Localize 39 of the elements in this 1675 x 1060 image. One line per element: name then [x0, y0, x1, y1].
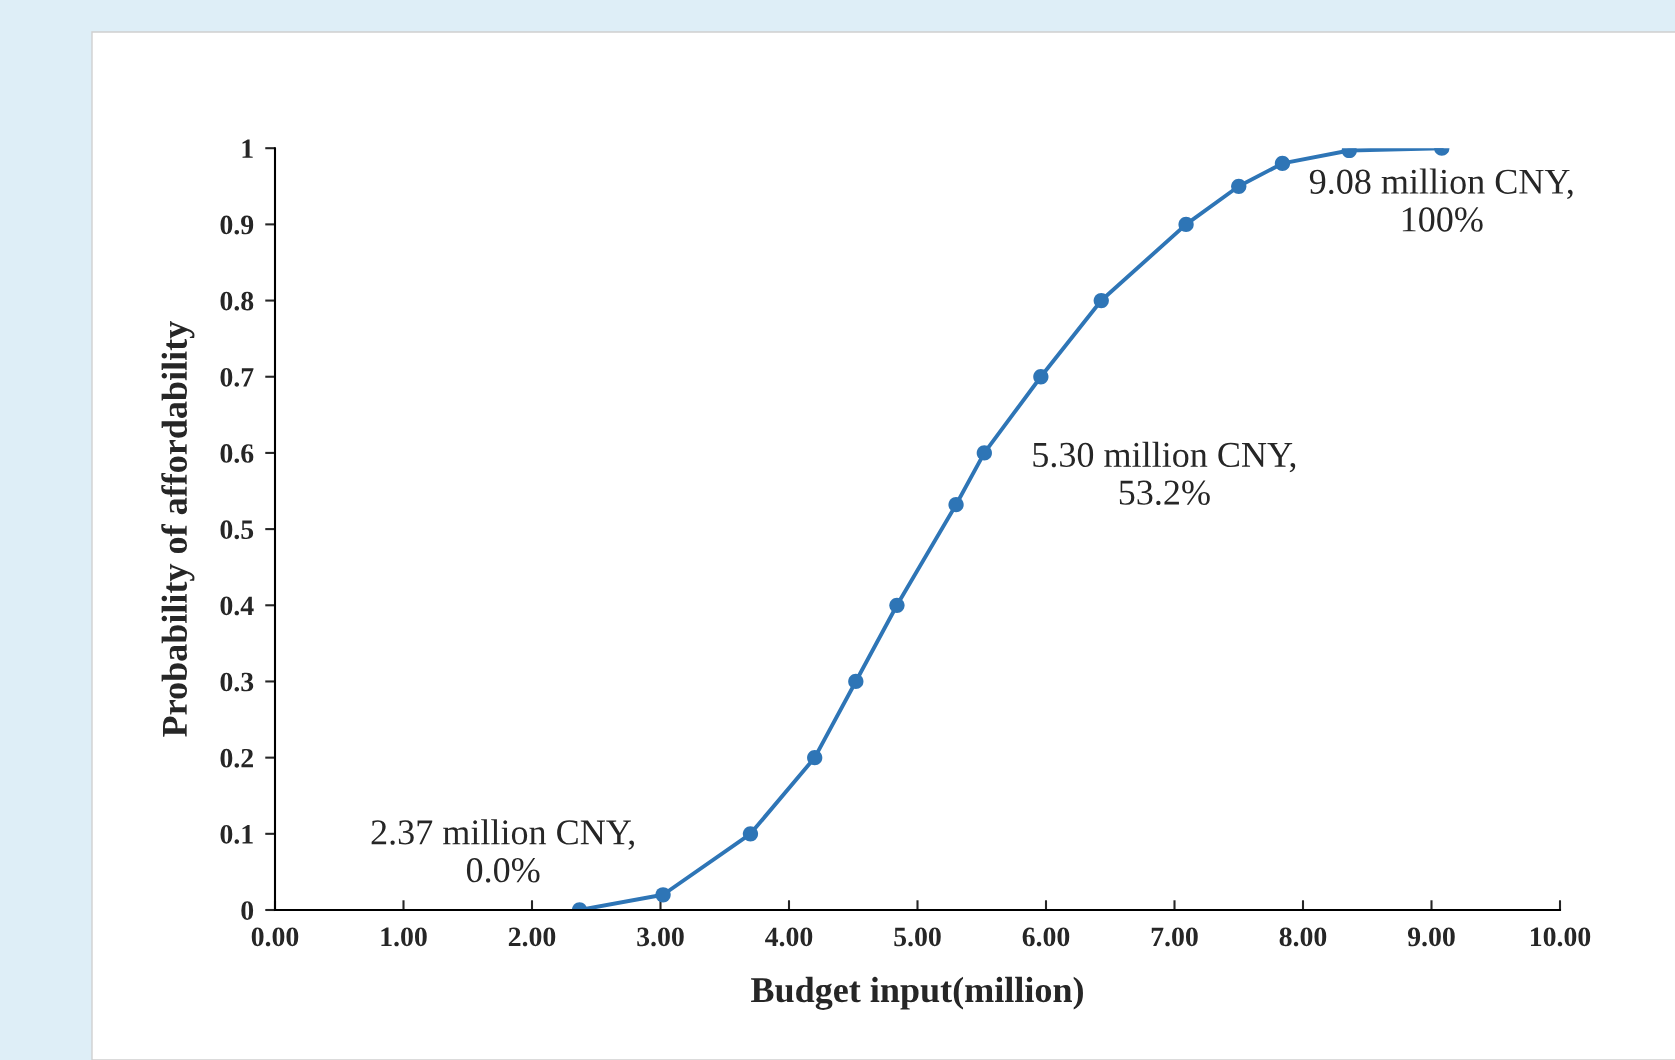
y-tick-label: 0.9	[220, 215, 254, 235]
y-tick-label: 0.2	[220, 748, 253, 768]
x-tick-label: 5.00	[894, 927, 941, 947]
point	[889, 597, 905, 613]
point	[1093, 292, 1109, 309]
point	[948, 497, 964, 513]
x-tick-label: 7.00	[1151, 927, 1198, 947]
y-tick-label: 0.3	[220, 672, 254, 692]
point	[655, 887, 671, 903]
point	[742, 826, 759, 842]
x-tick-label: 8.00	[1279, 927, 1327, 947]
y-tick-label: 1	[242, 139, 253, 158]
point	[1178, 216, 1194, 233]
x-axis-title: Budget input(million)	[751, 976, 1083, 1010]
y-tick-label: 0.5	[220, 520, 254, 540]
x-tick-label: 6.00	[1022, 927, 1070, 947]
point	[1274, 155, 1291, 172]
x-tick-label: 3.00	[637, 927, 684, 947]
y-tick-label: 0.1	[220, 824, 253, 844]
x-tick-label: 9.00	[1407, 927, 1455, 947]
x-tick-label: 0.00	[251, 927, 299, 947]
x-tick-label: 10.00	[1530, 927, 1591, 947]
point	[976, 445, 992, 461]
annotation: 9.08 million CNY, 100%	[1309, 168, 1573, 232]
point	[1231, 178, 1247, 194]
y-tick-label: 0.4	[220, 596, 254, 616]
annotation: 5.30 million CNY, 53.2%	[1033, 441, 1296, 506]
y-tick-label: 0.8	[220, 291, 254, 311]
x-tick-label: 1.00	[381, 927, 427, 947]
x-tick-label: 2.00	[508, 927, 556, 947]
y-tick-label: 0.7	[220, 367, 254, 387]
point	[848, 673, 864, 690]
x-tick-label: 4.00	[765, 927, 813, 947]
point	[807, 750, 823, 766]
annotation: 2.37 million CNY, 0.0%	[371, 819, 634, 883]
y-tick-label: 0	[241, 901, 254, 920]
point	[1033, 369, 1049, 385]
y-tick-label: 0.6	[220, 444, 254, 463]
y-axis-title: Probability of affordability	[161, 321, 195, 737]
